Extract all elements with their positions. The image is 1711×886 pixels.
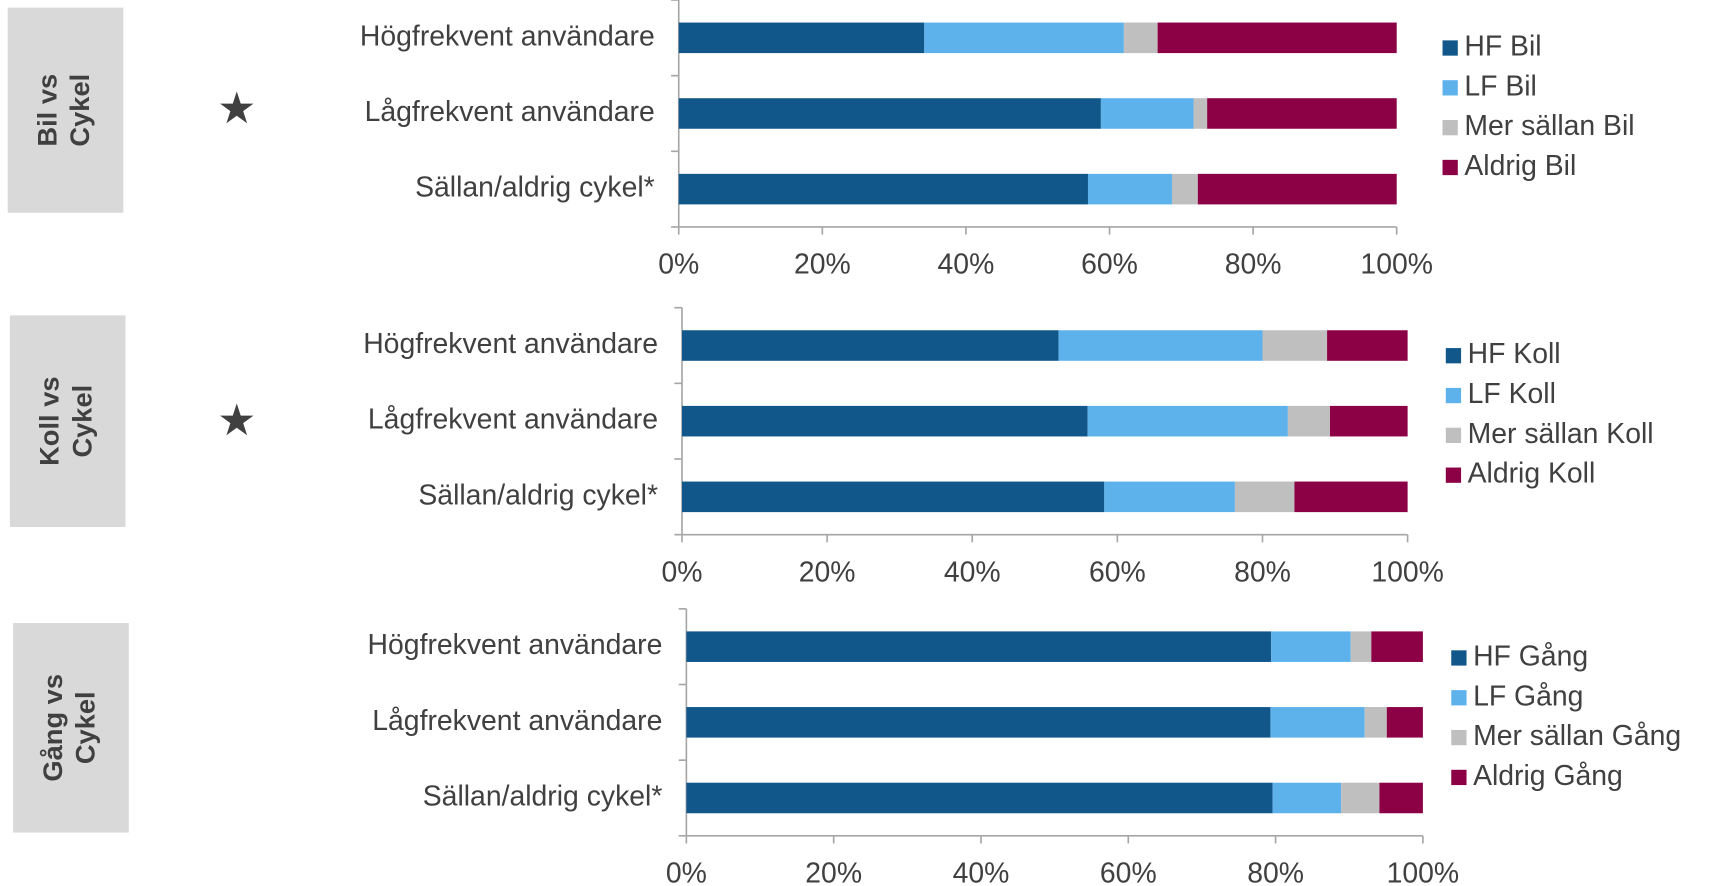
bar-segment (1193, 98, 1208, 129)
bar-segment (1294, 481, 1408, 513)
legend-label: Aldrig Gång (1473, 760, 1623, 792)
x-tick-label: 0% (662, 556, 703, 588)
legend-swatch (1451, 690, 1467, 706)
star: ★ (217, 396, 256, 445)
bar-segment (686, 782, 1273, 814)
x-tick-label: 0% (658, 249, 699, 281)
x-tick-label: 40% (938, 249, 995, 281)
legend-swatch (1442, 120, 1458, 136)
bar-segment (1234, 481, 1295, 513)
bar-segment (1100, 98, 1194, 129)
bar-segment (1329, 405, 1408, 437)
bar-segment (924, 22, 1124, 54)
category-label: Sällan/aldrig cykel* (415, 172, 655, 204)
panel-label: Cykel (66, 385, 97, 458)
x-tick-label: 40% (953, 858, 1010, 886)
panel-label: Bil vs (31, 74, 62, 147)
legend-swatch (1442, 159, 1458, 176)
bar-segment (678, 173, 1088, 205)
bar-segment (1207, 98, 1397, 129)
bar-segment (1364, 707, 1387, 738)
bar-segment (1104, 481, 1235, 513)
legend-label: Mer sällan Bil (1464, 110, 1634, 142)
legend-label: LF Gång (1473, 680, 1583, 712)
x-tick-label: 100% (1360, 249, 1433, 281)
x-tick-label: 100% (1371, 556, 1444, 588)
bar-segment (1350, 631, 1372, 662)
bar-segment (1087, 173, 1172, 205)
bar-segment (1171, 173, 1198, 205)
x-tick-label: 20% (794, 249, 851, 281)
legend-swatch (1451, 769, 1467, 786)
x-tick-label: 20% (805, 858, 862, 886)
x-tick-label: 80% (1234, 556, 1291, 588)
legend-swatch (1442, 80, 1458, 96)
legend-swatch (1451, 729, 1467, 746)
bar-segment (682, 330, 1059, 361)
bar-segment (1197, 173, 1397, 205)
star: ★ (217, 84, 256, 133)
category-label: Lågfrekvent användare (372, 705, 662, 737)
x-tick-label: 100% (1387, 858, 1460, 886)
legend-swatch (1445, 387, 1462, 404)
legend-swatch (1445, 427, 1462, 443)
panel-label: Cykel (70, 691, 101, 764)
legend-label: HF Koll (1468, 338, 1561, 370)
legend-label: Mer sällan Koll (1468, 418, 1654, 450)
panel-label: Gång vs (37, 674, 68, 782)
bar-segment (686, 631, 1272, 662)
panel-label: Koll vs (34, 376, 65, 465)
legend-label: Mer sällan Gång (1473, 720, 1681, 752)
legend-label: Aldrig Bil (1464, 150, 1576, 182)
legend-label: LF Koll (1468, 378, 1556, 410)
category-label: Högfrekvent användare (368, 629, 663, 661)
panel-box (13, 623, 129, 833)
x-tick-label: 80% (1247, 858, 1304, 886)
bar-segment (678, 22, 925, 54)
x-tick-label: 60% (1100, 858, 1157, 886)
bar-segment (1058, 330, 1263, 361)
category-label: Högfrekvent användare (363, 328, 658, 360)
legend-label: HF Bil (1464, 30, 1541, 62)
legend-swatch (1451, 650, 1467, 666)
x-tick-label: 20% (799, 556, 856, 588)
bar-segment (678, 98, 1101, 129)
legend-label: HF Gång (1473, 640, 1588, 672)
bar-segment (1271, 631, 1351, 662)
bar-segment (1386, 707, 1423, 738)
category-label: Lågfrekvent användare (368, 404, 658, 436)
category-label: Sällan/aldrig cykel* (423, 780, 663, 812)
legend-swatch (1442, 40, 1458, 56)
x-tick-label: 60% (1089, 556, 1146, 588)
legend-swatch (1445, 467, 1462, 483)
bar-segment (1341, 782, 1380, 814)
x-tick-label: 80% (1225, 249, 1282, 281)
bar-segment (1262, 330, 1328, 361)
panel-box (7, 7, 124, 213)
panel-box (9, 315, 126, 528)
bar-segment (1123, 22, 1158, 54)
legend-label: Aldrig Koll (1468, 458, 1596, 490)
category-label: Sällan/aldrig cykel* (418, 479, 658, 511)
x-tick-label: 0% (666, 858, 707, 886)
category-label: Högfrekvent användare (360, 20, 655, 52)
bar-segment (1272, 782, 1342, 814)
legend-label: LF Bil (1464, 70, 1537, 102)
bar-segment (1287, 405, 1330, 437)
bar-segment (682, 405, 1088, 437)
bar-segment (1087, 405, 1288, 437)
category-label: Lågfrekvent användare (365, 96, 655, 128)
x-tick-label: 40% (944, 556, 1001, 588)
bar-segment (1379, 782, 1423, 814)
x-tick-label: 60% (1081, 249, 1138, 281)
bar-segment (1371, 631, 1423, 662)
legend-swatch (1445, 348, 1462, 364)
panel-label: Cykel (64, 74, 95, 147)
bar-segment (686, 707, 1271, 738)
bar-segment (1327, 330, 1408, 361)
bar-segment (1157, 22, 1397, 54)
bar-segment (682, 481, 1105, 513)
bar-segment (1270, 707, 1365, 738)
